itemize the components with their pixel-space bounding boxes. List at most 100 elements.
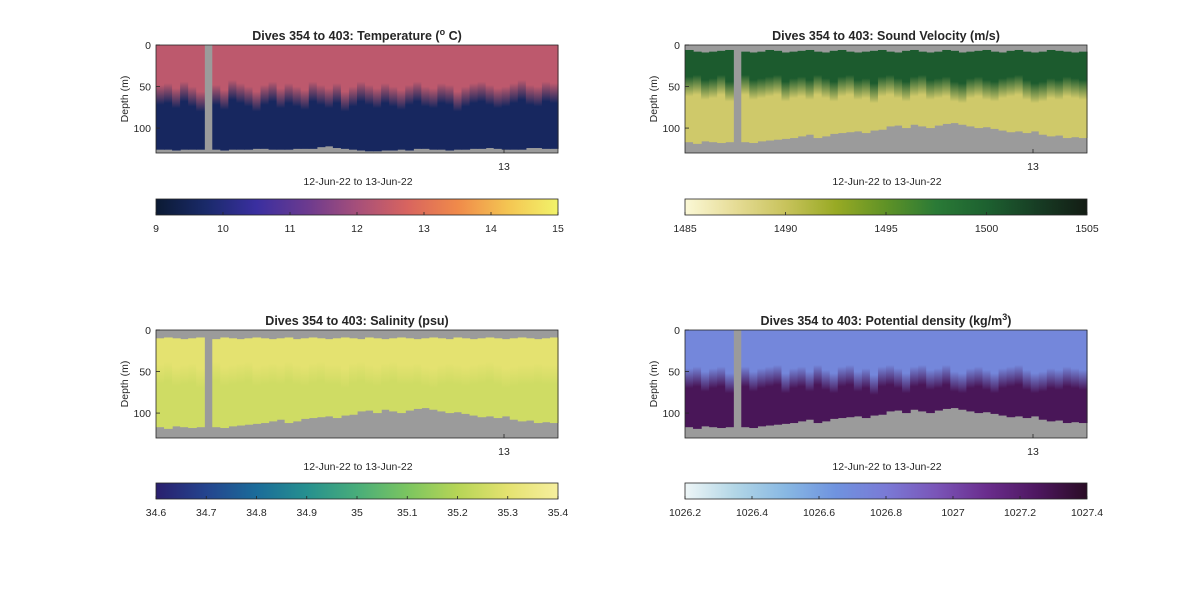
profile-column — [910, 49, 919, 125]
profile-column — [1078, 51, 1088, 139]
profile-column — [164, 45, 173, 150]
profile-column — [869, 330, 879, 416]
profile-column — [1006, 330, 1016, 418]
y-axis-label: Depth (m) — [119, 76, 131, 123]
colorbar-tick-label: 1026.4 — [736, 507, 768, 519]
profile-column — [357, 45, 366, 151]
profile-column — [717, 330, 726, 429]
plot-frame — [684, 329, 1088, 439]
colorbar-tick-label: 11 — [285, 223, 296, 235]
profile-column — [236, 45, 246, 150]
profile-column — [405, 338, 414, 411]
x-axis-label: 12-Jun-22 to 13-Jun-22 — [832, 176, 941, 188]
profile-column — [1030, 52, 1040, 132]
y-tick-label: 0 — [674, 40, 680, 52]
profile-column — [741, 51, 750, 143]
profile-column — [300, 338, 310, 419]
colorbar-tick-label: 14 — [485, 223, 497, 235]
profile-column — [268, 45, 278, 150]
profile-column — [717, 50, 726, 144]
profile-column — [164, 337, 173, 429]
profile-column — [348, 338, 358, 415]
profile-column — [861, 330, 871, 419]
profile-column — [942, 49, 951, 124]
profile-column — [509, 45, 519, 150]
chart-title-end: C) — [445, 29, 462, 43]
x-axis-label: 12-Jun-22 to 13-Jun-22 — [303, 461, 412, 473]
colorbar-tick-label: 1026.2 — [669, 507, 701, 519]
colorbar-tick-label: 1495 — [874, 223, 898, 235]
colorbar-tick-label: 10 — [217, 223, 229, 235]
colorbar-tick-label: 9 — [153, 223, 159, 235]
y-axis-label: Depth (m) — [648, 76, 660, 123]
profile-column — [188, 45, 197, 150]
chart-title-text: Dives 354 to 403: Sound Velocity (m/s) — [772, 29, 1000, 43]
profile-column — [886, 330, 895, 412]
profile-column — [340, 45, 350, 149]
y-tick-label: 50 — [668, 82, 680, 94]
y-tick-label: 0 — [145, 40, 151, 52]
profile-column — [453, 45, 463, 150]
profile-column — [773, 50, 783, 140]
profile-column — [381, 339, 390, 410]
profile-column — [493, 45, 503, 149]
x-tick-label: 13 — [498, 161, 510, 173]
profile-column — [918, 51, 927, 127]
profile-column — [316, 338, 326, 418]
profile-column — [741, 330, 750, 428]
profile-column — [485, 337, 495, 417]
profile-column — [172, 45, 181, 151]
chart-title-end: ) — [1007, 314, 1011, 328]
profile-column — [781, 330, 791, 424]
profile-column — [220, 337, 229, 429]
chart-title-superscript: o — [440, 27, 446, 37]
profile-column — [693, 51, 702, 144]
profile-column — [950, 50, 959, 124]
y-tick-label: 50 — [668, 367, 680, 379]
profile-column — [958, 330, 967, 410]
profile-column — [421, 45, 430, 149]
profile-column — [1006, 50, 1016, 133]
profile-column — [292, 339, 302, 422]
profile-column — [1030, 330, 1040, 417]
chart-title-superscript: 3 — [1002, 312, 1007, 322]
profile-column — [805, 49, 815, 135]
profile-column — [332, 45, 342, 149]
profile-column — [276, 45, 286, 150]
profile-column — [990, 51, 1000, 129]
colorbar-tick-label: 1500 — [975, 223, 999, 235]
profile-column — [701, 52, 710, 142]
profile-column — [365, 337, 374, 411]
profile-column — [469, 45, 479, 149]
profile-column — [725, 49, 734, 143]
profile-column — [276, 338, 286, 420]
profile-column — [429, 45, 438, 150]
y-tick-label: 100 — [662, 123, 680, 135]
y-axis-label: Depth (m) — [648, 361, 660, 408]
profile-column — [437, 338, 447, 412]
profile-column — [926, 52, 935, 129]
plot-frame — [155, 329, 559, 439]
profile-column — [1014, 330, 1024, 417]
profile-column — [549, 45, 559, 149]
profile-column — [966, 330, 976, 412]
chart-title-text: Dives 354 to 403: Temperature ( — [252, 29, 440, 43]
profile-column — [845, 51, 855, 133]
profile-column — [517, 337, 527, 422]
y-tick-label: 50 — [139, 82, 151, 94]
profile-column — [156, 45, 165, 150]
profile-column — [861, 51, 871, 134]
profile-column — [709, 330, 718, 428]
profile-column — [284, 45, 294, 150]
profile-column — [789, 51, 799, 139]
profile-column — [493, 338, 503, 419]
profile-column — [950, 330, 959, 409]
profile-column — [693, 330, 702, 429]
profile-column — [869, 50, 879, 131]
colorbar-tick-label: 15 — [552, 223, 564, 235]
profile-column — [541, 338, 551, 423]
profile-column — [1046, 49, 1056, 137]
